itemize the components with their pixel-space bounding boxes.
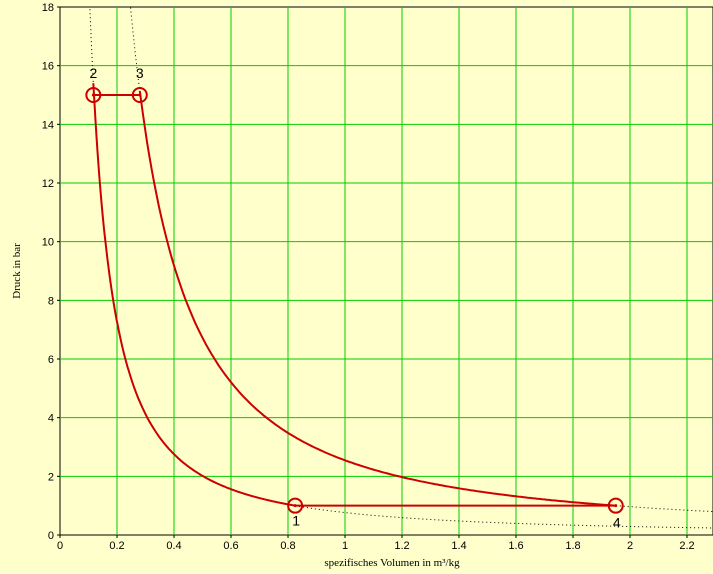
x-tick-label: 1.2 [394,540,409,552]
state-point-2-label: 2 [89,65,97,81]
state-point-1-marker [287,497,304,514]
x-tick-labels: 0 0.2 0.4 0.6 0.8 1 1.2 1.4 1.6 1.8 2 2.2 [57,535,695,552]
plot-area [59,6,713,536]
y-axis-label: Druck in bar [11,243,23,299]
x-tick-label: 1 [342,540,348,552]
y-tick-label: 16 [42,61,54,73]
state-point-3-marker [131,87,148,103]
x-tick-label: 2.2 [679,540,694,552]
state-point-4-label: 4 [613,515,621,531]
x-tick-label: 0.4 [166,540,181,552]
state-point-2-dot [91,93,95,97]
state-point-4-marker [607,497,624,514]
reference-curve [615,505,713,513]
y-tick-label: 8 [48,295,54,307]
x-tick-label: 0.6 [223,540,238,552]
expansion-curve-3-4 [138,90,616,507]
x-tick-label: 0.2 [109,540,124,552]
grid-lines [60,7,713,535]
x-axis-label: spezifisches Volumen in m³/kg [324,557,460,569]
y-tick-label: 12 [42,178,54,190]
y-tick-label: 0 [48,530,54,542]
x-tick-label: 1.6 [508,540,523,552]
y-tick-label: 14 [42,119,54,131]
state-point-3-label: 3 [136,65,144,81]
y-tick-labels: 0 2 4 6 8 10 12 14 16 18 [42,2,60,542]
y-tick-label: 18 [42,2,54,14]
y-tick-label: 4 [48,413,54,425]
state-point-4-dot [614,504,618,508]
x-tick-label: 0 [57,540,63,552]
state-markers: 1 2 3 4 [85,65,624,531]
compression-curve-1-2 [92,83,296,507]
x-tick-label: 0.8 [280,540,295,552]
y-tick-label: 10 [42,237,54,249]
x-tick-label: 1.8 [565,540,580,552]
state-point-1-dot [293,504,297,508]
y-tick-label: 6 [48,354,54,366]
state-point-1-label: 1 [292,513,300,529]
state-point-2-marker [85,87,102,103]
reference-curves [89,7,713,529]
state-point-3-dot [138,93,142,97]
y-tick-label: 2 [48,471,54,483]
x-tick-label: 1.4 [451,540,466,552]
x-tick-label: 2 [627,540,633,552]
